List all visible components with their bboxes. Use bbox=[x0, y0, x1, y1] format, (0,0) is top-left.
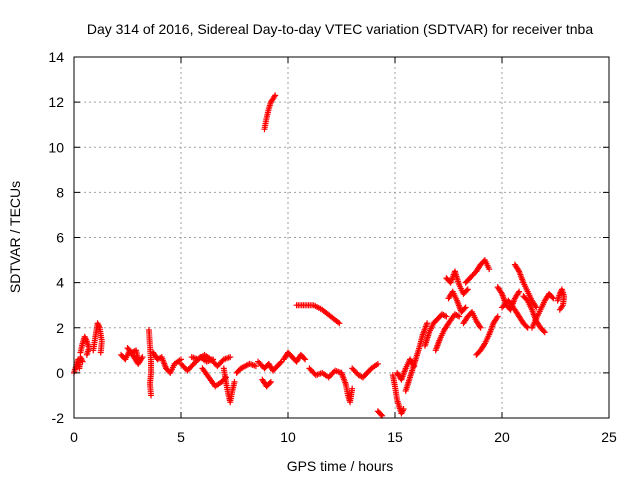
data-point bbox=[374, 360, 381, 367]
data-point bbox=[272, 92, 279, 99]
data-point-sample bbox=[301, 355, 308, 362]
data-point bbox=[456, 313, 463, 320]
data-point-sample bbox=[277, 359, 284, 366]
y-axis-label: SDTVAR / TECUs bbox=[7, 181, 23, 293]
x-tick-label: 15 bbox=[387, 429, 403, 445]
y-tick-label: 8 bbox=[56, 184, 64, 200]
data-point-sample bbox=[138, 355, 145, 362]
data-point-sample bbox=[476, 323, 483, 330]
data-point bbox=[227, 354, 234, 361]
data-point bbox=[135, 356, 142, 363]
data-point bbox=[494, 313, 501, 320]
data-point bbox=[486, 266, 493, 273]
data-point bbox=[97, 349, 104, 356]
tick-labels: 0 5 10 15 20 25 -2 0 2 4 6 8 10 12 14 bbox=[48, 49, 617, 445]
data-point bbox=[541, 329, 548, 336]
data-point bbox=[336, 320, 343, 327]
data-point bbox=[556, 306, 563, 313]
data-point bbox=[231, 378, 238, 385]
data-point bbox=[516, 288, 523, 295]
data-point bbox=[252, 363, 259, 370]
data-point-sample bbox=[532, 303, 539, 310]
data-point-sample bbox=[540, 328, 547, 335]
data-point-sample bbox=[463, 287, 470, 294]
data-point bbox=[400, 405, 407, 412]
data-point-sample bbox=[523, 323, 530, 330]
y-tick-label: 6 bbox=[56, 230, 64, 246]
x-tick-label: 0 bbox=[70, 429, 78, 445]
data-point bbox=[148, 392, 155, 399]
data-point-sample bbox=[515, 290, 522, 297]
x-tick-label: 10 bbox=[280, 429, 296, 445]
y-tick-label: 0 bbox=[56, 365, 64, 381]
data-point-sample bbox=[266, 380, 273, 387]
y-tick-label: 14 bbox=[48, 49, 64, 65]
data-point bbox=[424, 320, 431, 327]
y-tick-label: 2 bbox=[56, 320, 64, 336]
y-tick-label: 12 bbox=[48, 94, 64, 110]
grid-lines bbox=[74, 57, 609, 418]
axis-ticks bbox=[73, 56, 610, 419]
data-point-sample bbox=[493, 314, 500, 321]
y-tick-label: 10 bbox=[48, 139, 64, 155]
data-point-sample bbox=[378, 411, 385, 418]
y-tick-label: 4 bbox=[56, 275, 64, 291]
data-point-sample bbox=[271, 93, 278, 100]
data-point bbox=[79, 358, 86, 365]
data-point bbox=[533, 304, 540, 311]
data-point bbox=[349, 385, 356, 392]
data-points bbox=[71, 92, 568, 419]
x-tick-label: 5 bbox=[177, 429, 185, 445]
data-point bbox=[477, 324, 484, 331]
data-point bbox=[464, 286, 471, 293]
data-point-sample bbox=[481, 341, 488, 348]
data-point-sample bbox=[549, 294, 556, 301]
data-point-sample bbox=[461, 305, 468, 312]
y-tick-label: -2 bbox=[52, 410, 65, 426]
data-point bbox=[267, 378, 274, 385]
data-point bbox=[443, 313, 450, 320]
x-tick-label: 20 bbox=[494, 429, 510, 445]
chart-title: Day 314 of 2016, Sidereal Day-to-day VTE… bbox=[87, 21, 594, 37]
data-point bbox=[83, 351, 90, 358]
x-tick-label: 25 bbox=[601, 429, 617, 445]
data-point bbox=[302, 356, 309, 363]
x-axis-label: GPS time / hours bbox=[287, 458, 394, 474]
data-point bbox=[462, 304, 469, 311]
